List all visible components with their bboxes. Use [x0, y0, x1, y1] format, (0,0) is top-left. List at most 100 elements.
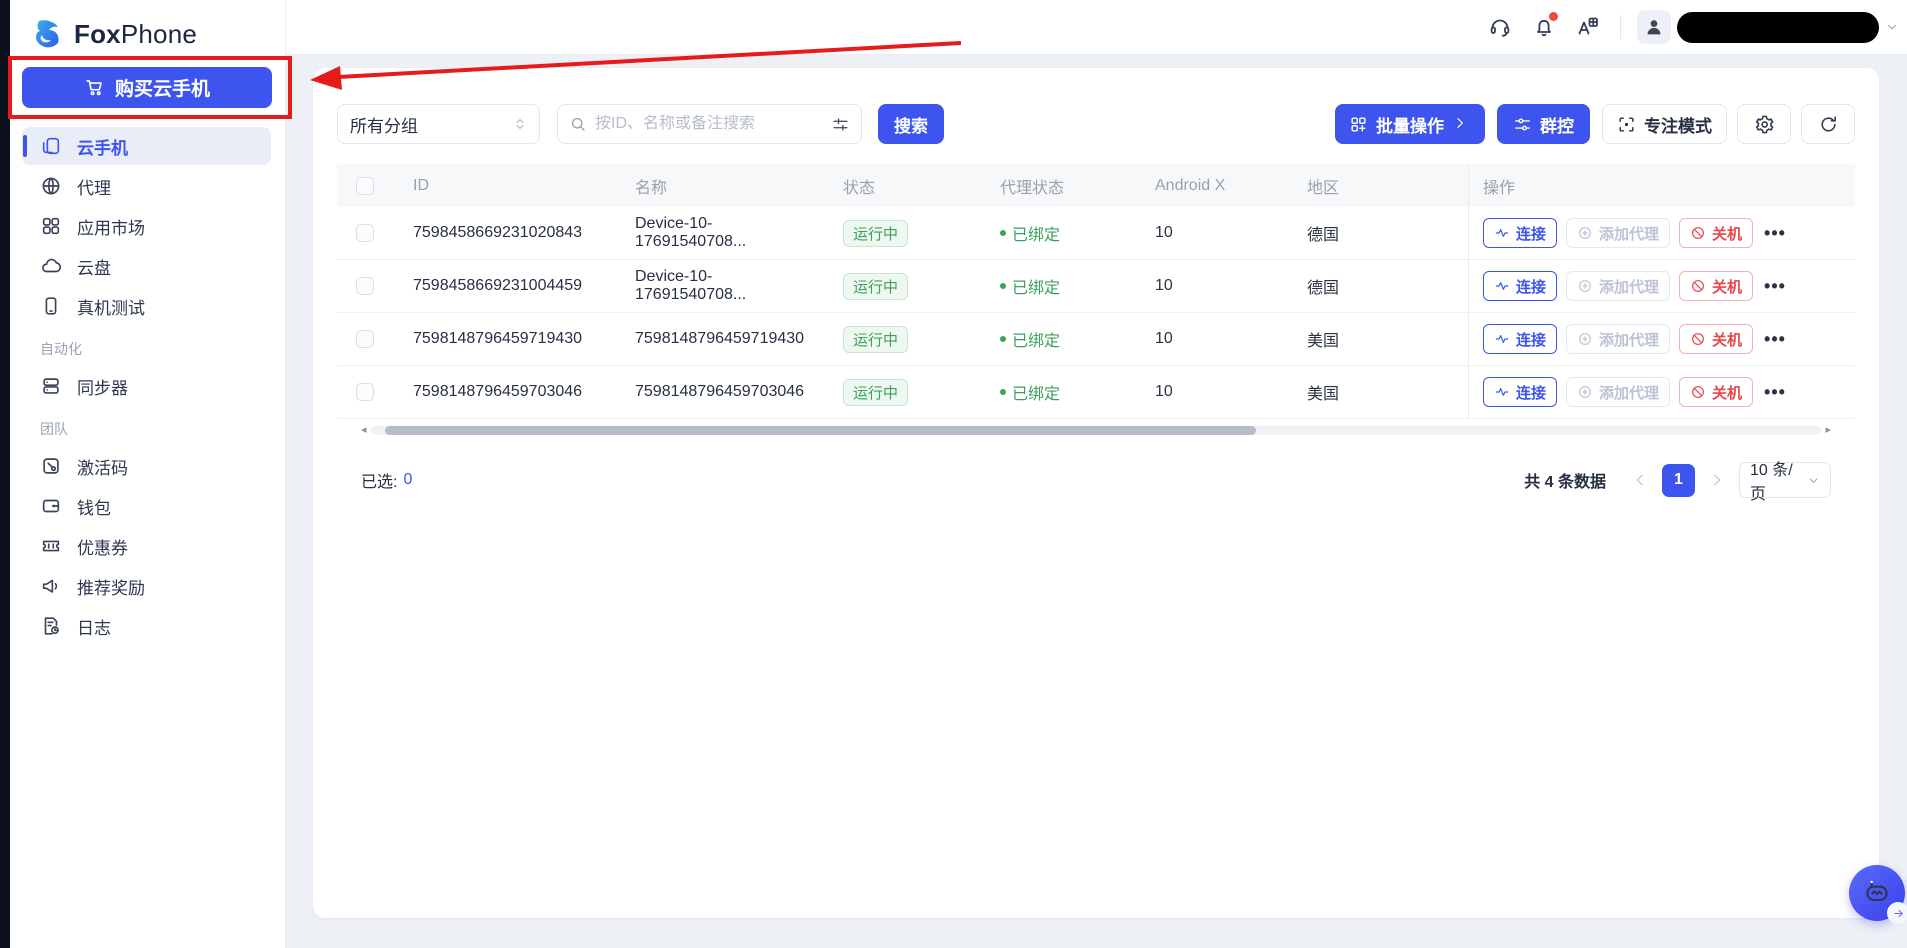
- chat-expand-arrow-icon[interactable]: [1887, 902, 1907, 924]
- sidebar-item-label: 钱包: [77, 498, 111, 518]
- sidebar-item-real-device-test[interactable]: 真机测试: [22, 287, 271, 325]
- settings-gear-icon[interactable]: [1737, 104, 1791, 144]
- add-proxy-button[interactable]: 添加代理: [1566, 218, 1671, 248]
- sidebar: FoxPhone 购买云手机 云手机 代理 应用市场 云盘 真机测试 自动化 同步器 团队 激活…: [10, 0, 286, 948]
- device-id: 7598458669231004459: [413, 277, 583, 294]
- scroll-left-icon[interactable]: ◂: [361, 423, 367, 436]
- sidebar-item-synchronizer[interactable]: 同步器: [22, 367, 271, 405]
- sidebar-item-logs[interactable]: 日志: [22, 607, 271, 645]
- device-name: Device-10-17691540708...: [635, 268, 747, 303]
- sidebar-item-cloud-disk[interactable]: 云盘: [22, 247, 271, 285]
- column-header-proxy-status: 代理状态: [1000, 179, 1065, 197]
- scrollbar-thumb[interactable]: [385, 425, 1256, 435]
- notification-bell-icon[interactable]: [1532, 12, 1558, 39]
- sidebar-item-activation-code[interactable]: 激活码: [22, 447, 271, 485]
- buy-cloud-phone-button[interactable]: 购买云手机: [22, 67, 272, 108]
- sidebar-item-label: 云手机: [77, 138, 128, 158]
- sidebar-item-proxy[interactable]: 代理: [22, 167, 271, 205]
- more-actions-button[interactable]: •••: [1764, 222, 1786, 243]
- connect-button[interactable]: 连接: [1483, 218, 1558, 248]
- sidebar-item-label: 真机测试: [77, 298, 145, 318]
- proxy-dot-icon: [1000, 230, 1006, 236]
- table-footer: 已选: 0 共 4 条数据 1 10 条/页: [361, 462, 1831, 503]
- proxy-dot-icon: [1000, 283, 1006, 289]
- notification-dot: [1549, 12, 1558, 21]
- connect-button[interactable]: 连接: [1483, 324, 1558, 354]
- row-checkbox[interactable]: [356, 330, 374, 348]
- shutdown-button[interactable]: 关机: [1679, 271, 1754, 301]
- batch-operation-button[interactable]: 批量操作: [1335, 104, 1485, 144]
- add-proxy-button[interactable]: 添加代理: [1566, 377, 1671, 407]
- sidebar-item-app-market[interactable]: 应用市场: [22, 207, 271, 245]
- sidebar-item-referral-reward[interactable]: 推荐奖励: [22, 567, 271, 605]
- group-filter-select[interactable]: 所有分组: [337, 104, 540, 144]
- scrollbar-track[interactable]: [370, 425, 1822, 435]
- more-actions-button[interactable]: •••: [1764, 275, 1786, 296]
- select-all-checkbox[interactable]: [356, 176, 374, 195]
- user-name-redacted[interactable]: [1677, 11, 1879, 43]
- add-proxy-button[interactable]: 添加代理: [1566, 271, 1671, 301]
- sidebar-item-wallet[interactable]: 钱包: [22, 487, 271, 525]
- focus-mode-button[interactable]: 专注模式: [1602, 104, 1727, 144]
- more-actions-button[interactable]: •••: [1764, 328, 1786, 349]
- add-proxy-button[interactable]: 添加代理: [1566, 324, 1671, 354]
- android-version: 10: [1155, 383, 1173, 400]
- plus-circle-icon: [1577, 384, 1593, 400]
- device-icon: [40, 295, 62, 317]
- table-row: 7598458669231004459 Device-10-1769154070…: [337, 260, 1855, 313]
- activation-key-icon: [40, 455, 62, 477]
- support-headset-icon[interactable]: [1488, 15, 1512, 39]
- total-count: 共 4 条数据: [1524, 474, 1606, 491]
- plus-circle-icon: [1577, 225, 1593, 241]
- scroll-right-icon[interactable]: ▸: [1825, 423, 1831, 436]
- user-avatar[interactable]: [1637, 10, 1671, 44]
- sidebar-item-coupon[interactable]: 优惠券: [22, 527, 271, 565]
- sidebar-section-label: 团队: [40, 421, 68, 437]
- log-clock-icon: [40, 615, 62, 637]
- device-id: 7598148796459719430: [413, 330, 583, 347]
- sidebar-section-label: 自动化: [40, 341, 82, 357]
- group-control-button[interactable]: 群控: [1497, 104, 1590, 144]
- table-body: 7598458669231020843 Device-10-1769154070…: [337, 207, 1855, 419]
- search-input[interactable]: [595, 115, 823, 133]
- shutdown-button[interactable]: 关机: [1679, 324, 1754, 354]
- sidebar-menu: 云手机代理应用市场云盘真机测试自动化同步器团队激活码钱包优惠券 推荐奖励 日志: [10, 127, 285, 645]
- chevron-down-icon[interactable]: [1885, 20, 1899, 34]
- table-row: 7598458669231020843 Device-10-1769154070…: [337, 207, 1855, 260]
- search-button[interactable]: 搜索: [878, 104, 944, 144]
- globe-icon: [40, 175, 62, 197]
- shutdown-button[interactable]: 关机: [1679, 218, 1754, 248]
- device-name: Device-10-17691540708...: [635, 215, 747, 250]
- page-size-select[interactable]: 10 条/页: [1739, 462, 1831, 503]
- android-version: 10: [1155, 277, 1173, 294]
- row-checkbox[interactable]: [356, 224, 374, 242]
- sidebar-item-label: 云盘: [77, 258, 111, 278]
- prev-page-icon[interactable]: [1632, 472, 1648, 488]
- sidebar-item-label: 代理: [77, 178, 111, 198]
- device-list-panel: 所有分组 搜索 批量操作: [313, 68, 1879, 918]
- window-left-edge: [0, 0, 10, 948]
- chevron-right-icon: [1452, 115, 1471, 134]
- horizontal-scrollbar: ◂ ▸: [361, 424, 1831, 436]
- next-page-icon[interactable]: [1709, 472, 1725, 488]
- plus-circle-icon: [1577, 278, 1593, 294]
- filter-tune-icon[interactable]: [831, 115, 850, 134]
- row-checkbox[interactable]: [356, 277, 374, 295]
- proxy-status: 已绑定: [1000, 221, 1060, 245]
- connect-button[interactable]: 连接: [1483, 377, 1558, 407]
- connect-button[interactable]: 连接: [1483, 271, 1558, 301]
- shutdown-button[interactable]: 关机: [1679, 377, 1754, 407]
- language-translate-icon[interactable]: [1576, 15, 1600, 39]
- chat-support-button[interactable]: [1849, 865, 1907, 924]
- sidebar-item-cloud-phone[interactable]: 云手机: [22, 127, 271, 165]
- sidebar-item-label: 同步器: [77, 378, 128, 398]
- refresh-icon[interactable]: [1801, 104, 1855, 144]
- device-table: ID 名称 状态 代理状态 Android X 地区 操作 7598458669…: [337, 164, 1855, 503]
- selected-label: 已选:: [361, 474, 398, 491]
- power-off-icon: [1690, 384, 1706, 400]
- row-checkbox[interactable]: [356, 383, 374, 401]
- status-badge: 运行中: [843, 378, 909, 406]
- page-number-current[interactable]: 1: [1662, 463, 1695, 497]
- more-actions-button[interactable]: •••: [1764, 381, 1786, 402]
- sliders-icon: [1513, 115, 1532, 134]
